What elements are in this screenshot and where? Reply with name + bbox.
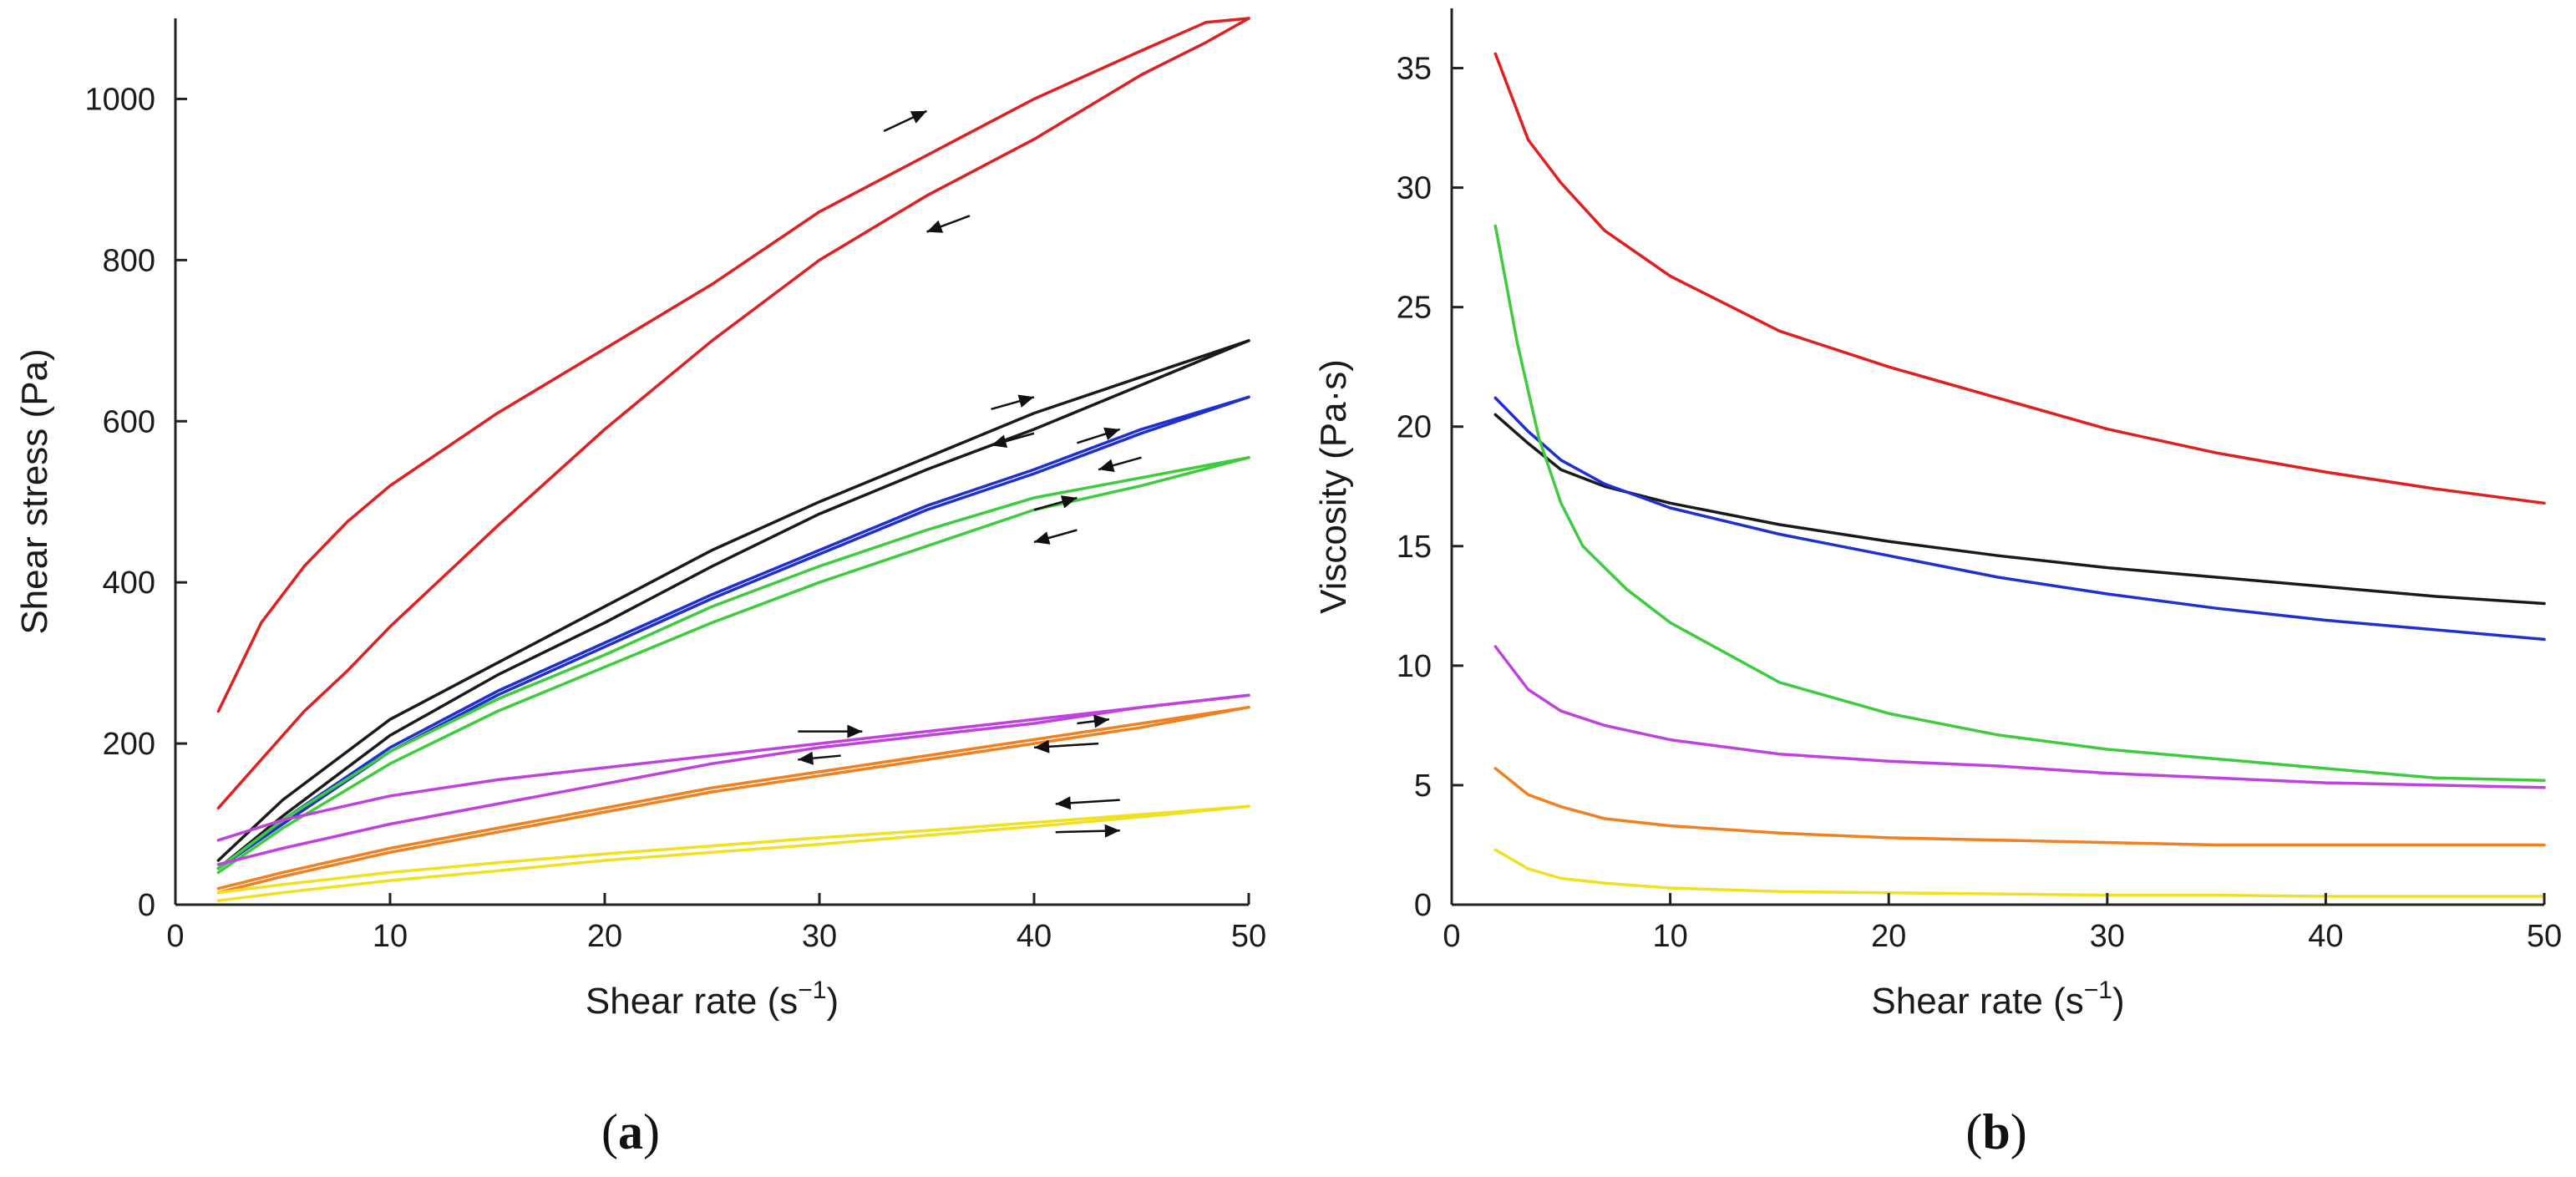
series-line-blue-down [216, 395, 1250, 870]
series-line-magenta-up [216, 693, 1250, 842]
direction-arrow-head [1093, 714, 1109, 728]
panel-b-label: (b) [1965, 1104, 2026, 1159]
direction-arrow-head [1098, 459, 1115, 472]
y-tick-label: 15 [1397, 530, 1432, 565]
direction-arrow-head [910, 110, 927, 124]
direction-arrow-head [1017, 394, 1034, 408]
direction-arrow [1033, 529, 1078, 545]
direction-arrow [798, 724, 863, 738]
panel-a-direction-arrows [798, 109, 1142, 838]
series-line-green-up [216, 455, 1250, 870]
x-tick-label: 50 [2527, 919, 2562, 954]
y-tick-label: 5 [1414, 769, 1432, 804]
direction-arrow-head [1104, 824, 1120, 838]
series-line-yellow-down [216, 804, 1250, 902]
series-line-orange-up [216, 705, 1250, 890]
series-line-yellow [1493, 848, 2546, 898]
y-tick-label: 25 [1397, 291, 1432, 326]
direction-arrow [1055, 796, 1120, 810]
panel-b-viscosity-chart: 0 10 20 30 40 50 0 5 10 15 20 25 30 35 Shear rate (s… [1313, 8, 2562, 1159]
direction-arrow-head [1034, 531, 1051, 545]
y-tick-label: 600 [103, 404, 155, 439]
y-tick-label: 200 [103, 727, 155, 762]
x-tick-label: 10 [373, 919, 408, 954]
x-tick-label: 50 [1231, 919, 1266, 954]
panel-b-x-axis-title-superscript: −1 [2084, 977, 2112, 1004]
x-tick-label: 10 [1652, 919, 1687, 954]
panel-b-x-axis-title-suffix: ) [2112, 981, 2125, 1022]
series-line-magenta [1493, 645, 2546, 789]
panel-a-x-axis-title-suffix: ) [826, 981, 839, 1022]
panel-a-series-group [216, 17, 1250, 902]
direction-arrow [926, 215, 971, 233]
direction-arrow [1077, 714, 1110, 728]
panel-a-label-letter: a [618, 1104, 643, 1159]
x-tick-label: 40 [2308, 919, 2343, 954]
series-line-red-up [216, 17, 1250, 713]
direction-arrow-head [1055, 796, 1072, 810]
panel-b-x-ticks: 0 10 20 30 40 50 [1443, 893, 2562, 954]
y-tick-label: 10 [1397, 649, 1432, 684]
panel-a-shear-stress-chart: 0 10 20 30 40 50 0 200 400 600 800 1000 Shear rate… [14, 17, 1266, 1159]
direction-arrow [883, 109, 928, 133]
direction-arrow [1033, 739, 1099, 753]
x-tick-label: 0 [166, 919, 184, 954]
y-tick-label: 0 [138, 888, 155, 923]
series-line-orange [1493, 767, 2546, 847]
panel-b-label-letter: b [1982, 1104, 2010, 1159]
series-line-blue-up [216, 395, 1250, 870]
y-tick-label: 35 [1397, 52, 1432, 87]
direction-arrow [1055, 824, 1120, 838]
series-line-red-down [216, 17, 1250, 810]
direction-arrow-head [991, 434, 1008, 448]
direction-arrow-head [926, 220, 944, 233]
panel-a-x-axis-title-superscript: −1 [798, 977, 826, 1004]
x-tick-label: 0 [1443, 919, 1460, 954]
panel-a-label: (a) [601, 1104, 660, 1159]
panel-b-x-axis-title-main: Shear rate (s [1871, 981, 2083, 1022]
x-tick-label: 30 [2090, 919, 2125, 954]
panel-b-y-axis-title: Viscosity (Pa·s) [1313, 359, 1354, 614]
panel-a-y-axis-title: Shear stress (Pa) [14, 348, 55, 634]
series-line-black-up [216, 339, 1250, 862]
direction-arrow-head [1060, 495, 1078, 509]
series-line-blue [1493, 396, 2546, 642]
series-line-magenta-down [216, 693, 1250, 866]
panel-a-y-ticks: 0 200 400 600 800 1000 [84, 82, 187, 923]
panel-a-x-axis-title-main: Shear rate (s [586, 981, 798, 1022]
direction-arrow-head [798, 751, 814, 765]
x-tick-label: 20 [587, 919, 622, 954]
direction-arrow-head [1034, 739, 1050, 753]
direction-arrow [798, 751, 841, 765]
direction-arrow [991, 394, 1035, 411]
panel-b-y-ticks: 0 5 10 15 20 25 30 35 [1397, 52, 1463, 923]
y-tick-label: 800 [103, 243, 155, 278]
x-tick-label: 30 [802, 919, 837, 954]
direction-arrow [1098, 456, 1142, 472]
series-line-red [1493, 52, 2546, 505]
y-tick-label: 400 [103, 566, 155, 601]
direction-arrow-head [847, 724, 863, 738]
panel-a-x-axis-title: Shear rate (s−1) [586, 977, 839, 1022]
y-tick-label: 1000 [84, 82, 155, 117]
direction-arrow [991, 432, 1035, 448]
direction-arrow [1033, 495, 1078, 511]
y-tick-label: 0 [1414, 888, 1432, 923]
panel-b-x-axis-title: Shear rate (s−1) [1871, 977, 2124, 1022]
series-line-black [1493, 413, 2546, 606]
series-line-green [1493, 224, 2546, 782]
series-line-black-down [216, 339, 1250, 870]
direction-arrow [1077, 427, 1121, 444]
y-tick-label: 30 [1397, 171, 1432, 206]
panel-a-x-ticks: 0 10 20 30 40 50 [166, 893, 1266, 954]
series-line-green-down [216, 455, 1250, 875]
series-line-orange-down [216, 705, 1250, 895]
x-tick-label: 20 [1871, 919, 1906, 954]
x-tick-label: 40 [1017, 919, 1052, 954]
series-line-yellow-up [216, 804, 1250, 895]
panel-b-series-group [1493, 52, 2546, 898]
direction-arrow-head [1103, 427, 1120, 440]
y-tick-label: 20 [1397, 410, 1432, 445]
